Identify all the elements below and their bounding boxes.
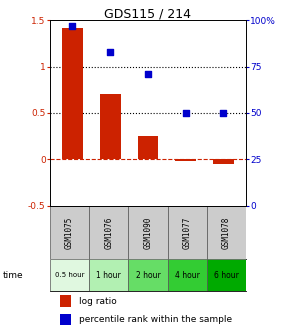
Bar [50,259,89,291]
Text: 2 hour: 2 hour [136,271,160,280]
Bar [175,159,196,161]
Bar [128,259,168,291]
Text: 0.5 hour: 0.5 hour [55,272,84,278]
Bar [60,295,71,307]
Bar [128,206,168,259]
Title: GDS115 / 214: GDS115 / 214 [105,7,191,20]
Text: time: time [3,271,23,280]
Bar [100,94,121,159]
Text: 1 hour: 1 hour [96,271,121,280]
Text: GSM1090: GSM1090 [144,216,152,249]
Text: GSM1077: GSM1077 [183,216,192,249]
Bar [207,206,246,259]
Bar [50,206,89,259]
Text: 6 hour: 6 hour [214,271,239,280]
Bar [89,206,128,259]
Bar [168,259,207,291]
Bar [168,206,207,259]
Text: GSM1075: GSM1075 [65,216,74,249]
Bar [60,313,71,325]
Text: log ratio: log ratio [79,297,117,306]
Text: 4 hour: 4 hour [175,271,200,280]
Bar [89,259,128,291]
Bar [207,259,246,291]
Bar [62,28,83,159]
Bar [213,159,234,164]
Point [146,71,150,77]
Text: percentile rank within the sample: percentile rank within the sample [79,315,232,324]
Bar [138,136,158,159]
Point [108,49,113,54]
Text: GSM1078: GSM1078 [222,216,231,249]
Point [183,110,188,116]
Point [221,110,226,116]
Text: GSM1076: GSM1076 [104,216,113,249]
Point [70,23,75,29]
